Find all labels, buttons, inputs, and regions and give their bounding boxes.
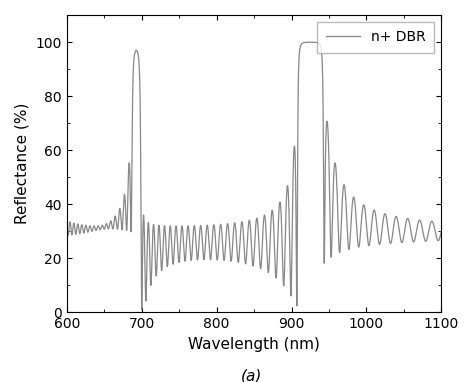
n+ DBR <box>107 223 112 228</box>
n+ DBR <box>64 221 70 226</box>
Y-axis label: Reflectance (%): Reflectance (%) <box>15 103 30 224</box>
n+ DBR <box>438 229 444 233</box>
n+ DBR <box>391 222 397 227</box>
n+ DBR <box>431 225 437 229</box>
Line: n+ DBR: n+ DBR <box>67 42 441 309</box>
n+ DBR <box>308 40 313 45</box>
Legend: n+ DBR: n+ DBR <box>317 22 435 53</box>
n+ DBR <box>208 257 213 262</box>
n+ DBR <box>139 307 145 312</box>
Text: (a): (a) <box>240 368 262 382</box>
X-axis label: Wavelength (nm): Wavelength (nm) <box>188 337 320 352</box>
n+ DBR <box>224 225 229 230</box>
n+ DBR <box>129 181 135 186</box>
